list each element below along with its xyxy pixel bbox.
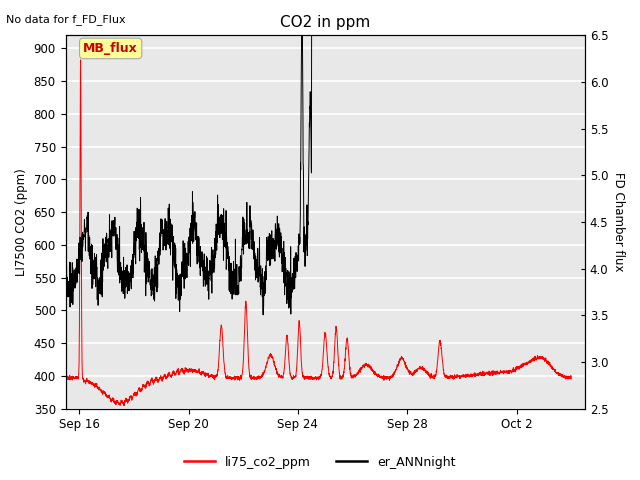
Text: MB_flux: MB_flux: [83, 42, 138, 55]
Title: CO2 in ppm: CO2 in ppm: [280, 15, 371, 30]
Text: No data for f_FD_Flux: No data for f_FD_Flux: [6, 14, 126, 25]
Y-axis label: LI7500 CO2 (ppm): LI7500 CO2 (ppm): [15, 168, 28, 276]
Legend: li75_co2_ppm, er_ANNnight: li75_co2_ppm, er_ANNnight: [179, 451, 461, 474]
Y-axis label: FD Chamber flux: FD Chamber flux: [612, 172, 625, 272]
